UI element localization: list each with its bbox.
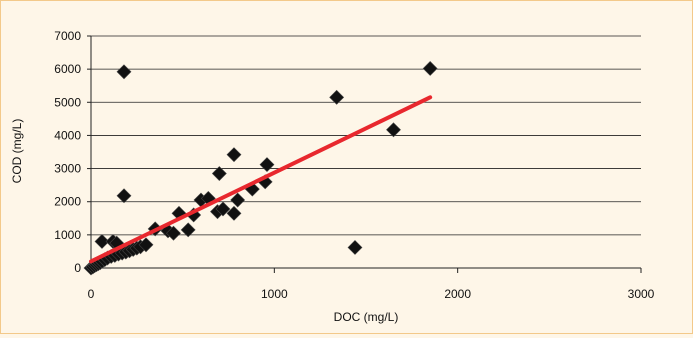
x-tick-label: 3000: [628, 287, 655, 301]
data-point: [94, 234, 110, 249]
data-point: [226, 147, 242, 163]
data-point: [347, 240, 363, 255]
data-point: [116, 188, 132, 204]
x-tick-label: 2000: [444, 287, 471, 301]
y-tick-label: 2000: [54, 195, 81, 209]
y-tick-label: 0: [74, 261, 81, 275]
data-point: [230, 192, 246, 208]
y-tick-label: 7000: [54, 29, 81, 43]
y-tick-label: 3000: [54, 162, 81, 176]
x-tick-label: 0: [88, 287, 95, 301]
y-tick-label: 5000: [54, 95, 81, 109]
data-point: [166, 225, 181, 241]
data-point: [211, 166, 227, 181]
data-point: [116, 64, 132, 80]
data-point: [226, 205, 242, 221]
x-tick-labels: 0 1000 2000 3000: [88, 287, 655, 301]
data-point: [422, 61, 438, 76]
y-tick-label: 6000: [54, 62, 81, 76]
data-point: [329, 89, 345, 105]
data-point: [138, 237, 154, 253]
data-point: [259, 157, 275, 173]
y-axis-title: COD (mg/L): [10, 119, 24, 184]
trendline: [89, 95, 433, 264]
axes: [87, 35, 642, 273]
data-point: [215, 201, 231, 217]
trendline-group: [89, 95, 433, 264]
gridlines: [91, 35, 641, 236]
y-tick-labels: 0 1000 2000 3000 4000 5000 6000 7000: [54, 29, 81, 275]
x-axis-title: DOC (mg/L): [334, 310, 399, 324]
data-points: [83, 61, 438, 276]
y-tick-label: 4000: [54, 128, 81, 142]
data-point: [386, 122, 401, 138]
x-tick-label: 1000: [261, 287, 288, 301]
data-point: [180, 222, 196, 238]
y-tick-label: 1000: [54, 228, 81, 242]
scatter-chart: 0 1000 2000 3000 4000 5000 6000 7000 0 1000 2000 3…: [10, 29, 655, 324]
